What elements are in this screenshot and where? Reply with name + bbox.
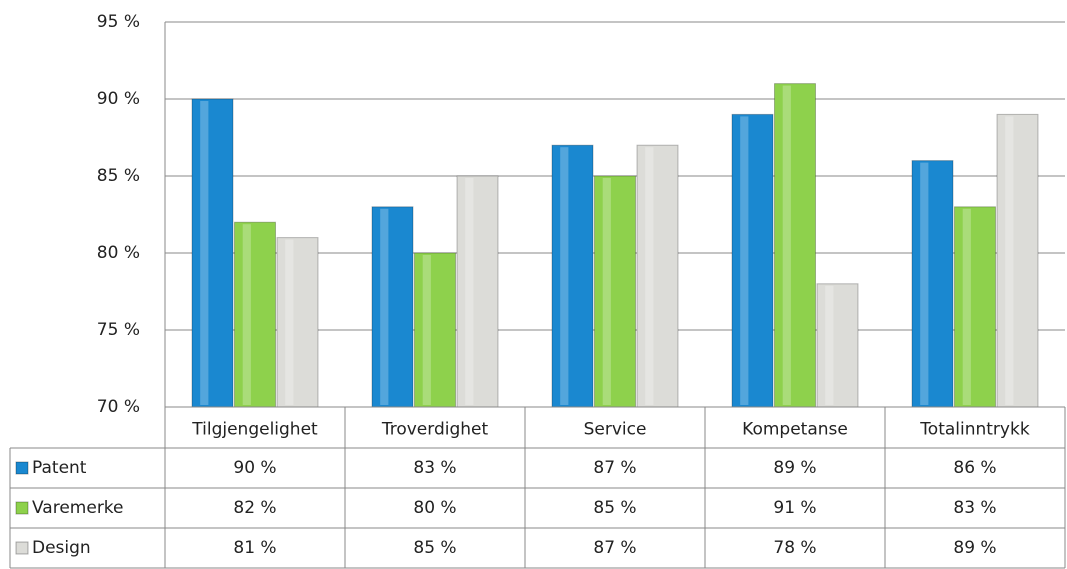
x-tick-label: Troverdighet xyxy=(381,420,489,440)
y-tick-label: 85 % xyxy=(97,166,140,186)
data-label: 82 % xyxy=(233,498,276,518)
legend-swatch xyxy=(15,541,29,555)
data-label: 89 % xyxy=(953,538,996,558)
bar xyxy=(191,98,234,408)
bar xyxy=(731,113,774,408)
bar-shine xyxy=(560,147,569,405)
data-label: 87 % xyxy=(593,458,636,478)
bar xyxy=(911,160,954,408)
bar-shine xyxy=(380,208,389,405)
y-tick-label: 75 % xyxy=(97,320,140,340)
bar xyxy=(996,113,1039,408)
bar xyxy=(371,206,414,408)
data-label: 87 % xyxy=(593,538,636,558)
bar xyxy=(551,144,594,408)
y-tick-label: 90 % xyxy=(97,89,140,109)
data-label: 86 % xyxy=(953,458,996,478)
bar xyxy=(774,83,816,408)
data-label: 81 % xyxy=(233,538,276,558)
bar-shine xyxy=(962,208,971,405)
bar-shine xyxy=(242,224,251,405)
y-tick-label: 80 % xyxy=(97,243,140,263)
bar-shine xyxy=(1005,116,1014,406)
y-tick-label: 70 % xyxy=(97,397,140,417)
bar-shine xyxy=(422,255,431,405)
data-label: 90 % xyxy=(233,458,276,478)
bar-shine xyxy=(645,147,654,405)
bar-shine xyxy=(200,101,209,405)
x-tick-label: Kompetanse xyxy=(742,420,848,440)
y-tick-label: 95 % xyxy=(97,12,140,32)
bar xyxy=(954,206,996,408)
bar xyxy=(276,237,319,408)
data-label: 83 % xyxy=(413,458,456,478)
bar xyxy=(594,175,636,408)
bar xyxy=(456,175,499,408)
x-tick-label: Tilgjengelighet xyxy=(191,420,318,440)
data-label: 78 % xyxy=(773,538,816,558)
legend-label: Patent xyxy=(32,458,87,478)
data-label: 83 % xyxy=(953,498,996,518)
x-tick-label: Totalinntrykk xyxy=(919,420,1030,440)
bar xyxy=(234,221,276,408)
legend-swatch xyxy=(15,461,29,475)
legend-label: Design xyxy=(32,538,91,558)
bar-shine xyxy=(782,85,791,405)
x-tick-label: Service xyxy=(584,420,647,440)
bar-shine xyxy=(825,285,834,405)
data-label: 80 % xyxy=(413,498,456,518)
bar-shine xyxy=(465,178,474,405)
data-label: 91 % xyxy=(773,498,816,518)
bar-shine xyxy=(602,178,611,405)
data-label: 85 % xyxy=(413,538,456,558)
bar xyxy=(636,144,679,408)
bar-shine xyxy=(740,116,749,406)
legend-label: Varemerke xyxy=(32,498,124,518)
bar xyxy=(816,283,859,408)
legend-swatch xyxy=(15,501,29,515)
bar xyxy=(414,252,456,408)
data-label: 85 % xyxy=(593,498,636,518)
bar-shine xyxy=(285,239,294,405)
bar-shine xyxy=(920,162,929,405)
data-label: 89 % xyxy=(773,458,816,478)
